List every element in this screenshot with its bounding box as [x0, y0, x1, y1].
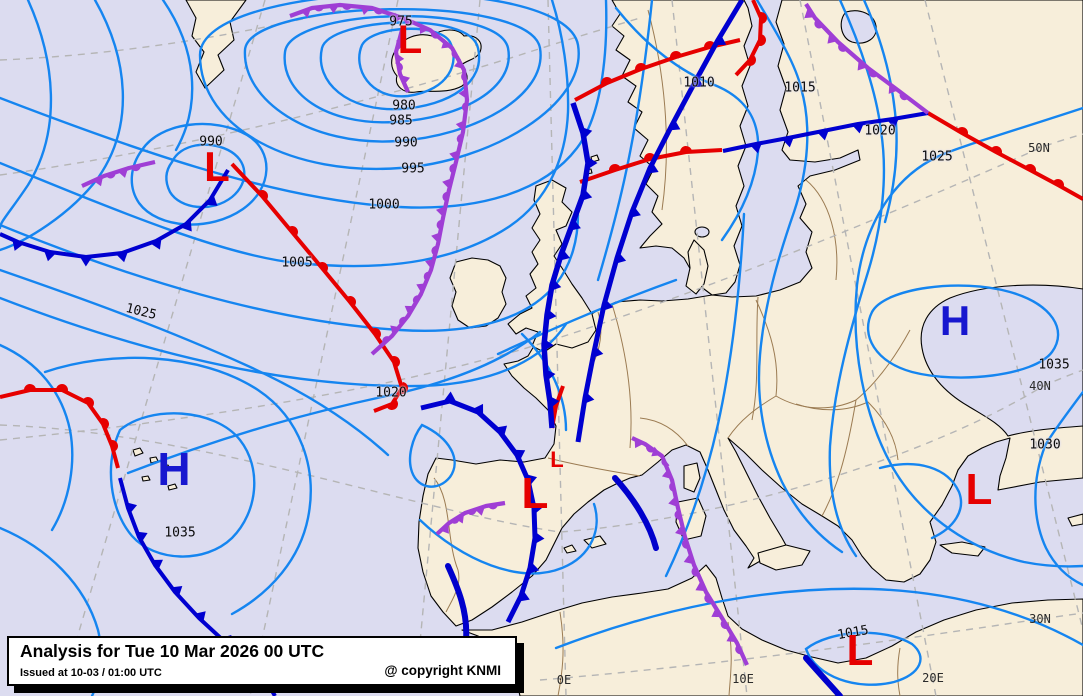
black-sea [920, 284, 1083, 437]
occluded-front [435, 500, 506, 536]
cold-front [0, 168, 230, 267]
cold-front [420, 391, 545, 624]
copyright-notice: @ copyright KNMI [384, 663, 501, 678]
isobar-value-label: 980 [392, 98, 416, 114]
parallel-30n [539, 612, 1083, 681]
cyprus [1067, 513, 1083, 527]
graticule-coordinate-label: 50N [1028, 141, 1050, 155]
low-pressure-center: L [397, 18, 423, 62]
cold-front [722, 111, 929, 154]
isobar-value-label: 1025 [123, 300, 159, 324]
high-pressure-center: H [939, 297, 971, 344]
low-pressure-center: L [550, 447, 564, 472]
low-pressure-center: L [521, 469, 549, 518]
meridian [799, 0, 937, 696]
analysis-title: Analysis for Tue 10 Mar 2026 00 UTC [20, 641, 325, 661]
warm-front [734, 0, 767, 77]
high-pressure-center: H [157, 443, 191, 495]
low-pressure-center: L [965, 465, 993, 514]
graticule-coordinate-label: 40N [1029, 379, 1051, 393]
isobar-value-label: 1035 [1038, 357, 1070, 373]
mainland-europe [417, 0, 1083, 627]
meridian [59, 0, 266, 696]
analysis-title-box: Analysis for Tue 10 Mar 2026 00 UTC Issu… [7, 636, 517, 686]
graticule-coordinate-label: 20E [922, 671, 944, 685]
issued-timestamp: Issued at 10-03 / 01:00 UTC [20, 667, 162, 679]
graticule-coordinate-label: 10E [732, 672, 754, 686]
meridian [924, 0, 1083, 631]
isobar-value-label: 990 [394, 135, 418, 151]
isobar-value-label: 985 [389, 113, 413, 129]
graticule-coordinate-label: 30N [1029, 612, 1051, 626]
isobar-value-label: 1020 [864, 123, 896, 139]
parallel-40n [0, 369, 1083, 533]
occluded-front [289, 2, 470, 356]
trough-line [803, 655, 843, 696]
isobar-value-label: 1030 [1029, 437, 1061, 453]
warm-front [926, 111, 1083, 201]
occluded-front [393, 29, 411, 93]
occluded-front [804, 2, 930, 115]
sicily [757, 544, 811, 571]
cold-front [575, 0, 745, 443]
isobar-value-label: 990 [199, 134, 223, 150]
isobar-value-label: 995 [401, 161, 425, 177]
cold-fronts-group [0, 0, 929, 696]
parallel-60n [0, 17, 641, 176]
low-pressure-center: L [204, 143, 230, 190]
crete [939, 541, 986, 557]
low-pressure-center: L [846, 626, 874, 675]
isobar-value-label: 1005 [281, 255, 313, 271]
occluded-front [81, 159, 156, 188]
occluded-front [631, 436, 749, 666]
isobar-value-label: 1020 [375, 385, 407, 401]
isobar-value-label: 1015 [784, 80, 816, 96]
isobar-value-label: 1010 [683, 75, 715, 91]
graticule-coordinate-label: 0E [556, 673, 572, 687]
warm-front [0, 384, 120, 469]
isobar-value-label: 1035 [164, 525, 196, 541]
occluded-fronts-group [81, 2, 930, 666]
isobar-value-label: 1000 [368, 197, 400, 213]
isobar-value-label: 975 [389, 14, 413, 30]
isobar-value-label: 1025 [921, 149, 953, 165]
